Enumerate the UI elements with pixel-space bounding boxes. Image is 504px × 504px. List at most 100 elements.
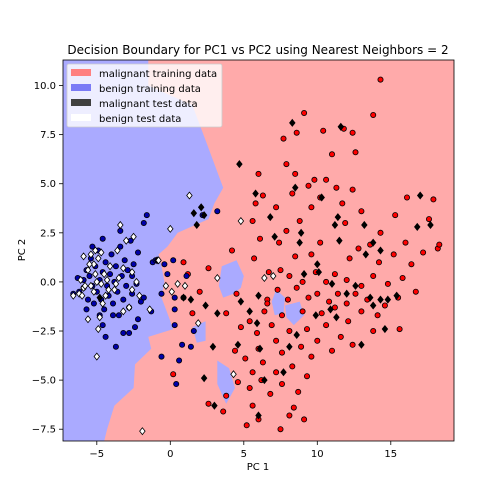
data-point [86,260,93,269]
data-point [92,270,99,279]
data-point [87,250,95,259]
data-point [237,217,245,226]
data-point [252,189,259,198]
data-point [228,247,235,254]
data-point [115,273,123,283]
data-point [96,293,103,302]
data-point [269,271,277,281]
data-point [392,212,399,219]
benign-region-patch [192,321,206,343]
chart-title: Decision Boundary for PC1 vs PC2 using N… [67,43,448,57]
data-point [320,127,327,134]
data-point [369,238,377,247]
data-point [333,184,340,191]
data-point [171,294,178,301]
data-point [261,308,268,315]
data-point [80,252,87,261]
data-point [300,270,308,279]
data-point [296,217,303,224]
data-point [112,279,120,288]
data-point [190,209,198,218]
data-point [189,310,196,317]
data-point [90,260,98,269]
data-point [289,363,296,370]
y-tick-label: −2.5 [32,327,56,338]
data-point [176,357,183,364]
data-point [99,235,106,242]
data-point [110,300,117,307]
data-point [280,135,287,142]
data-point [246,384,253,391]
x-axis: −5 0 5 10 15 [89,441,397,460]
data-point [195,319,202,328]
data-point [180,293,187,302]
data-point [349,341,356,348]
data-point [95,325,102,334]
data-point [130,232,137,241]
data-point [314,260,321,269]
data-point [181,281,189,290]
benign-region-patch [217,360,235,404]
data-point [326,298,333,305]
data-point [399,274,406,281]
y-tick-label: 7.5 [40,130,56,141]
data-point [268,322,275,329]
data-point [276,239,283,246]
x-tick-label: 5 [241,449,247,460]
data-point [384,280,391,287]
data-point [273,369,280,376]
data-point [301,110,308,117]
data-point [277,426,284,433]
data-point [243,422,250,429]
data-point [102,291,109,300]
data-point [87,281,95,290]
data-point [370,272,377,279]
data-point [293,330,300,339]
data-point [146,305,153,314]
data-point [125,303,133,312]
data-point [361,220,368,230]
y-tick-label: 5.0 [40,179,56,190]
benign-region [63,60,224,441]
data-point [352,290,359,297]
data-point [299,308,306,315]
data-point [271,232,278,241]
data-point [283,227,290,234]
data-point [205,265,212,272]
data-point [286,342,293,351]
data-point [256,344,264,353]
data-point [111,285,118,294]
data-point [333,313,340,322]
data-point [89,243,96,250]
data-point [337,122,345,131]
y-tick-label: −7.5 [32,425,56,436]
data-point [168,287,176,296]
data-point [214,309,221,318]
data-point [334,290,341,297]
data-point [130,261,137,268]
data-point [120,307,127,316]
data-point [214,208,221,215]
data-point [377,76,384,83]
data-point [303,373,310,380]
data-point [314,337,321,344]
data-point [343,300,350,307]
data-point [164,271,171,278]
data-point [286,272,293,279]
legend-swatch-malignant-training [71,69,91,76]
data-point [236,160,243,169]
y-tick-label: 0.0 [40,277,56,288]
data-point [173,380,180,387]
data-point [124,267,131,274]
data-point [402,239,409,246]
data-point [246,318,253,325]
data-point [381,302,388,309]
legend-label: malignant training data [99,69,217,80]
data-point [114,246,121,255]
data-point [231,347,238,354]
legend-swatch-malignant-test [71,99,91,106]
data-point [162,281,170,290]
data-point [187,343,194,350]
data-point [286,327,293,334]
data-point [293,284,300,291]
